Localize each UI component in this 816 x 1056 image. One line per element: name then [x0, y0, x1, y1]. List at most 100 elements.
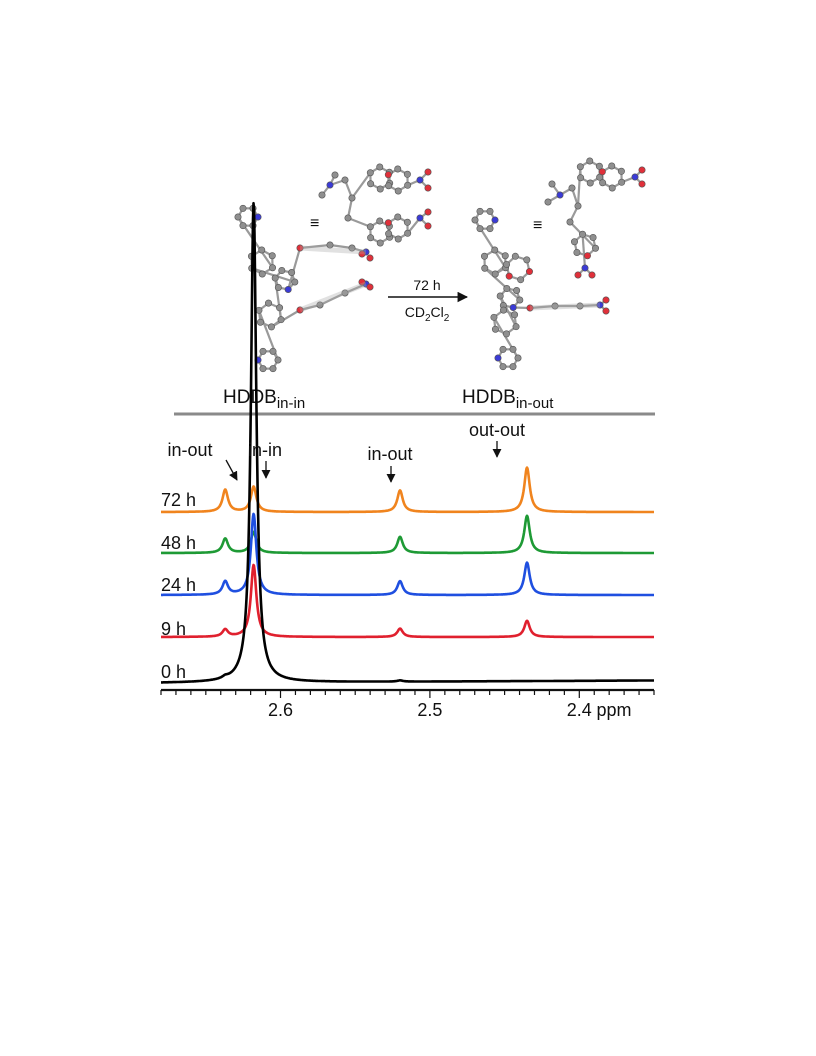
atom: [296, 306, 304, 314]
time-label: 48 h: [161, 533, 196, 553]
atom: [404, 229, 412, 237]
atom: [258, 270, 266, 278]
atom: [424, 184, 432, 192]
equivalence-symbol-left: ≡: [310, 215, 319, 232]
atom: [574, 271, 582, 279]
right-compound-subscript: in-out: [516, 395, 554, 412]
bond: [319, 292, 346, 306]
atom: [291, 278, 299, 286]
atom: [331, 171, 339, 179]
atom: [638, 166, 646, 174]
atom: [544, 198, 552, 206]
atom: [284, 285, 292, 293]
spectrum-trace: [160, 201, 655, 684]
atom: [526, 304, 534, 312]
atom: [358, 250, 366, 258]
atom: [385, 230, 393, 238]
right-compound-base: HDDB: [462, 387, 516, 408]
atom: [259, 347, 267, 355]
atom: [494, 354, 502, 362]
atom: [366, 254, 374, 262]
atom: [525, 268, 533, 276]
spectrum-trace: [160, 514, 655, 555]
time-label: 9 h: [161, 619, 186, 639]
atom: [384, 219, 392, 227]
atom: [608, 184, 616, 192]
atom: [486, 225, 494, 233]
atom: [424, 168, 432, 176]
atom: [366, 223, 374, 231]
atom: [486, 207, 494, 215]
bond: [529, 304, 556, 310]
bond: [351, 172, 372, 199]
x-axis-label: ppm: [596, 700, 631, 720]
atom: [234, 213, 242, 221]
bond: [299, 243, 331, 250]
bond: [576, 166, 582, 207]
spectrum-trace: [160, 466, 655, 514]
bond: [347, 216, 371, 228]
atom: [491, 216, 499, 224]
atom: [348, 194, 356, 202]
atom: [341, 176, 349, 184]
peak-annotation-label: in-out: [367, 444, 412, 464]
spectra-group: [160, 201, 655, 684]
atom: [278, 267, 286, 275]
atom: [341, 289, 349, 297]
atom: [424, 208, 432, 216]
atom: [385, 182, 393, 190]
aryl-plane: [299, 245, 367, 255]
bond: [329, 243, 353, 250]
atom: [366, 283, 374, 291]
atom: [516, 296, 524, 304]
atom: [617, 167, 625, 175]
atom: [501, 252, 509, 260]
atom: [367, 180, 375, 188]
solvent-part-cd: CD: [405, 304, 425, 320]
atom: [258, 246, 266, 254]
atom: [581, 264, 589, 272]
atom: [608, 162, 616, 170]
atom: [491, 270, 499, 278]
x-tick-label: 2.6: [268, 700, 293, 720]
solvent-sub-2a: 2: [425, 313, 431, 324]
atom: [500, 306, 508, 314]
atom: [416, 176, 424, 184]
atom: [296, 244, 304, 252]
hddb-in-in-structure-drawing: [234, 204, 374, 373]
atom: [424, 222, 432, 230]
left-compound-label: HDDBin-in: [223, 387, 305, 412]
atom: [367, 234, 375, 242]
atom: [376, 217, 384, 225]
atom: [602, 307, 610, 315]
peak-annotation-label: in-out: [167, 440, 212, 460]
atom: [404, 181, 412, 189]
atom: [523, 256, 531, 264]
atom: [574, 202, 582, 210]
atom: [503, 260, 511, 268]
atom: [326, 181, 334, 189]
atom: [595, 162, 603, 170]
bond: [581, 234, 587, 269]
peak-annotation-arrow: [225, 459, 238, 481]
atom: [268, 252, 276, 260]
atom: [505, 272, 513, 280]
atom: [596, 173, 604, 181]
atom: [277, 316, 285, 324]
atom: [376, 239, 384, 247]
atom: [499, 363, 507, 371]
atom: [239, 222, 247, 230]
atom: [271, 274, 279, 282]
atom: [586, 157, 594, 165]
right-compound-label: HDDBin-out: [462, 387, 554, 412]
atom: [556, 191, 564, 199]
atom: [259, 365, 267, 373]
atom: [514, 354, 522, 362]
atom: [589, 234, 597, 242]
atom: [491, 325, 499, 333]
hddb-in-out-inset-drawing: [544, 157, 646, 279]
atom: [499, 345, 507, 353]
atom: [269, 264, 277, 272]
equivalence-symbol-right: ≡: [533, 217, 542, 234]
